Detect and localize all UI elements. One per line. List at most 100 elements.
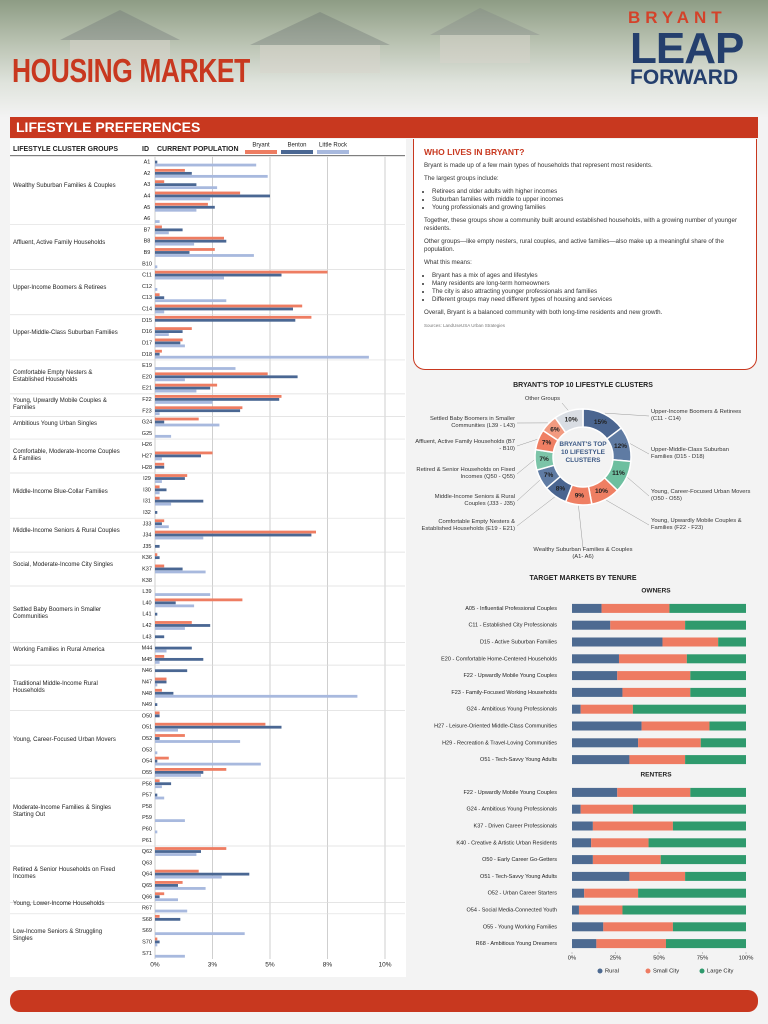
bar (155, 457, 162, 461)
panel-title: WHO LIVES IN BRYANT? (424, 147, 525, 157)
bar (155, 688, 162, 692)
row-id: Q66 (142, 894, 152, 900)
bar (155, 954, 185, 958)
legend-swatch (645, 968, 651, 974)
row-id: P58 (142, 804, 152, 810)
row-id: S69 (142, 928, 152, 934)
bar (155, 349, 162, 353)
row-id: O51 (142, 725, 152, 731)
group-label: Upper-Middle-Class Suburban Families (13, 330, 118, 337)
bar-segment (641, 721, 710, 731)
row-id: Q63 (142, 860, 152, 866)
bar (155, 593, 211, 596)
section-title: LIFESTYLE PREFERENCES (16, 119, 201, 135)
row-id: D15 (142, 318, 152, 324)
row-id: K36 (142, 555, 152, 561)
row-label: H29 - Recreation & Travel-Loving Communi… (442, 740, 557, 746)
bullet-item: Bryant has a mix of ages and lifestyles (432, 272, 746, 280)
bar (155, 654, 165, 658)
bar (155, 853, 197, 856)
bar (155, 898, 178, 902)
row-id: S71 (142, 951, 152, 957)
bar-segment (572, 804, 581, 814)
bar (155, 341, 181, 345)
bar-segment (572, 738, 639, 748)
bar (155, 389, 197, 393)
bullet-item: Young professionals and growing families (432, 204, 746, 212)
page-title: HOUSING MARKET (12, 52, 250, 89)
bar-segment (690, 787, 746, 797)
row-id: F22 (142, 397, 151, 403)
bar (155, 409, 241, 413)
logo-bottom: FORWARD (630, 66, 739, 89)
bar-segment (709, 721, 746, 731)
row-id: A3 (144, 182, 151, 188)
bar (155, 398, 280, 401)
bar (155, 847, 227, 850)
bar (155, 299, 227, 303)
group-label: Affluent, Active Family Households (13, 239, 106, 246)
bar (155, 417, 199, 421)
group-label: Working Families in Rural America (13, 646, 105, 653)
paragraph: Overall, Bryant is a balanced community … (424, 309, 663, 316)
row-id: D16 (142, 329, 152, 335)
bar (155, 768, 227, 771)
x-tick-label: 75% (697, 956, 709, 962)
source-note: Sources: LandUseUSA Urban Strategies (424, 323, 506, 328)
row-label: F22 - Upwardly Mobile Young Couples (463, 673, 557, 679)
bar (155, 793, 158, 797)
bar (155, 293, 160, 297)
category-label: Young, Career-Focused Urban Movers (O50 … (651, 489, 751, 502)
category-label: Wealthy Suburban Families & Couples (A1-… (533, 547, 633, 560)
bar-segment (572, 755, 630, 765)
x-tick-label: 0% (568, 956, 576, 962)
bullet-item: Retirees and older adults with higher in… (432, 188, 746, 196)
bar (155, 220, 160, 223)
group-label: Comfortable, Moderate-Income Couples & F… (13, 449, 120, 463)
row-id: L43 (142, 634, 151, 640)
bar (155, 669, 188, 673)
row-id: A5 (144, 205, 151, 211)
bar-segment (572, 620, 611, 630)
row-id: I30 (143, 487, 151, 493)
row-label: F23 - Family-Focused Working Households (451, 690, 557, 696)
bar (155, 327, 192, 330)
legend-label: Bryant (252, 143, 270, 149)
bar-segment (622, 905, 746, 915)
bar-segment (572, 838, 592, 848)
bar (155, 646, 192, 650)
bar (155, 273, 282, 277)
bar (155, 395, 282, 398)
bar-segment (685, 755, 746, 765)
bar (155, 909, 188, 913)
row-label: O55 - Young Working Families (483, 924, 557, 930)
bar-segment (572, 787, 618, 797)
bar-segment (638, 888, 746, 898)
bar-segment (603, 922, 673, 932)
bar (155, 191, 241, 195)
bar (155, 412, 160, 416)
bar (155, 338, 183, 342)
bar (155, 914, 160, 918)
row-label: O51 - Tech-Savvy Young Adults (480, 757, 557, 763)
legend-label: Benton (287, 143, 306, 149)
data-label: 10% (565, 417, 578, 424)
bar (155, 774, 201, 777)
row-id: F23 (142, 408, 151, 414)
row-id: N46 (142, 668, 152, 674)
paragraph: Bryant is made up of a few main types of… (424, 162, 653, 169)
bar (155, 737, 160, 740)
bar (155, 310, 165, 314)
group-label: Upper-Income Boomers & Retirees (13, 285, 107, 292)
row-id: O53 (142, 747, 152, 753)
leader-line (516, 439, 538, 447)
leader-line (606, 499, 650, 526)
data-label: 12% (614, 443, 627, 450)
bar (155, 711, 160, 715)
bar-segment (572, 855, 593, 865)
donut-segment (554, 408, 584, 434)
bar (155, 296, 165, 300)
bar (155, 725, 282, 729)
bar (155, 236, 224, 240)
bar (155, 474, 188, 477)
